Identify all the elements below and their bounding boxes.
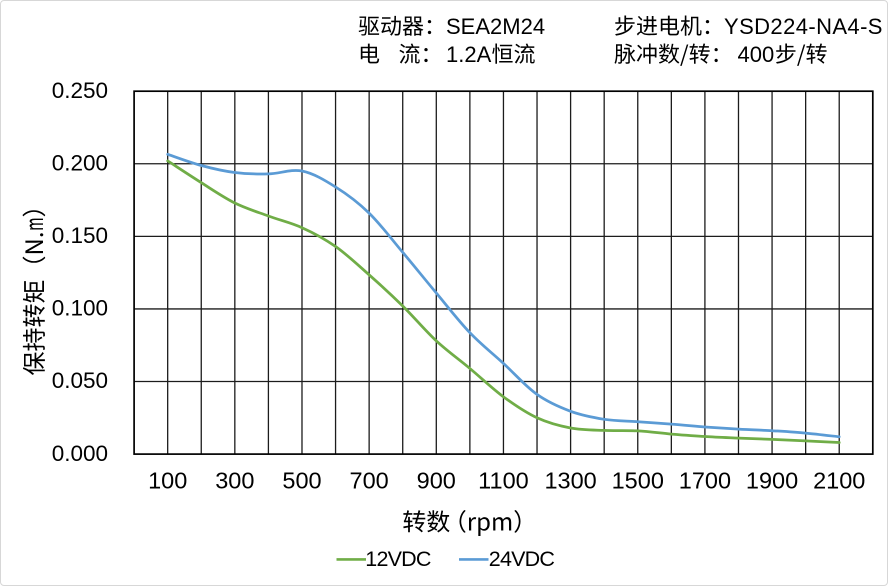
svg-text:1500: 1500 — [612, 467, 664, 493]
svg-text:900: 900 — [417, 467, 456, 493]
svg-text:0.050: 0.050 — [52, 368, 108, 393]
svg-text:YSD224-NA4-S: YSD224-NA4-S — [724, 14, 883, 39]
svg-text:12VDC: 12VDC — [365, 547, 431, 571]
svg-text:1100: 1100 — [478, 467, 529, 493]
svg-text:1700: 1700 — [679, 467, 731, 493]
svg-text:SEA2M24: SEA2M24 — [446, 14, 545, 39]
svg-text:0.250: 0.250 — [52, 78, 108, 103]
svg-text:0.150: 0.150 — [52, 223, 108, 248]
svg-text:0.100: 0.100 — [52, 296, 108, 321]
svg-text:2100: 2100 — [813, 467, 865, 493]
svg-text:24VDC: 24VDC — [489, 547, 555, 571]
svg-text:400: 400 — [738, 42, 775, 67]
svg-text:1900: 1900 — [746, 467, 798, 493]
svg-text:100: 100 — [148, 467, 187, 493]
svg-text:1.2A: 1.2A — [446, 42, 492, 67]
svg-text:300: 300 — [215, 467, 254, 493]
svg-text:500: 500 — [282, 467, 321, 493]
svg-text:0.000: 0.000 — [52, 441, 108, 466]
svg-text:700: 700 — [350, 467, 389, 493]
svg-text:1300: 1300 — [544, 467, 596, 493]
svg-text:0.200: 0.200 — [52, 150, 108, 175]
